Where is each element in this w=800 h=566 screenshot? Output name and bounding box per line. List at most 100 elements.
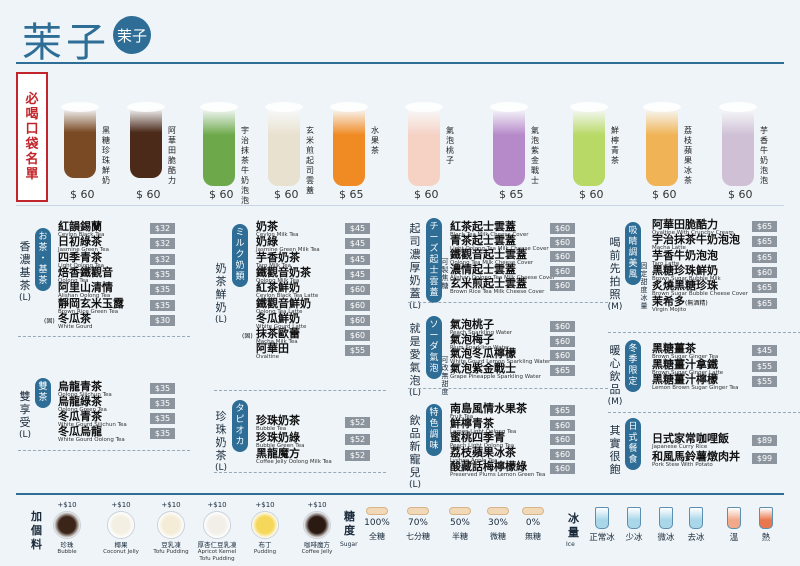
- menu-item-en: Alishan Oolong Tea: [58, 293, 111, 300]
- drink-lid: [570, 102, 608, 112]
- cup-icon: [627, 507, 641, 529]
- menu-item: 宇治抹茶牛奶泡泡 Macha Latte $65: [652, 233, 782, 255]
- topping-price: +$10: [207, 501, 227, 509]
- menu-item-en: Brown Sugar Ginger Latte: [652, 369, 724, 376]
- sugar-percent: 100%: [364, 518, 390, 528]
- section-title-char: 雙: [19, 390, 31, 403]
- menu-item-price: $32: [150, 223, 175, 234]
- menu-item-price: $60: [345, 284, 370, 296]
- menu-item-en: Peach Light Oolong Tea: [450, 443, 515, 449]
- section-pill-char: カ: [235, 437, 245, 447]
- add-topping-char: 料: [31, 538, 42, 551]
- spoon-icon: [366, 507, 388, 515]
- section-title: 雙享受: [18, 390, 32, 429]
- menu-item-price: $35: [150, 299, 175, 311]
- menu-item-name: 黑龍魔方: [256, 447, 300, 460]
- section-size: (L): [214, 315, 228, 325]
- section-pill-char: 色: [429, 419, 439, 429]
- ice-name: 溫: [729, 533, 739, 543]
- menu-item-en: Light Oolong Tea: [58, 262, 104, 269]
- menu-item-en: Brown Rice Tea Milk Cheese Cover: [450, 288, 545, 295]
- topping-image: [157, 511, 185, 539]
- menu-item-name: 芋香奶茶: [256, 250, 300, 264]
- menu-item-name: 氣泡冬瓜檸檬: [450, 347, 516, 360]
- drink-lid: [265, 102, 303, 112]
- section-title-char: 奶: [409, 274, 421, 287]
- menu-item-en: Ovaltine: [256, 354, 280, 361]
- drink-price: $ 65: [339, 188, 364, 201]
- menu-item-en: Peach Sparkling Water: [450, 330, 512, 336]
- menu-item: 鮮檸青茶 Lemon Light Oolong Tea $60: [450, 417, 580, 439]
- menu-item-name: 日初綠茶: [58, 235, 102, 249]
- section-pill-char: 限: [628, 366, 638, 376]
- section-pill-char: 風: [628, 270, 638, 280]
- drink-lid: [61, 102, 99, 112]
- topping-name: 厚杏仁豆乳凍: [197, 541, 237, 549]
- section-pill-char: 茶: [38, 243, 48, 253]
- ice-name: 正常冰: [589, 533, 615, 543]
- section-pill-char: 類: [235, 272, 245, 282]
- must-try-char: 單: [25, 167, 39, 182]
- ice-label-char: 量: [568, 526, 579, 539]
- section-title-char: 珍: [215, 410, 227, 423]
- section-title-char: 喝: [609, 236, 621, 249]
- menu-item-price: $65: [550, 364, 575, 376]
- ice-name: 去冰: [687, 533, 705, 543]
- section-title-char: 新: [409, 440, 421, 453]
- section-title-char: 品: [409, 427, 421, 440]
- section-pill-char: 基: [38, 265, 48, 275]
- section-side-note: 固定甜度冰量: [639, 262, 649, 310]
- band-divider: [16, 205, 784, 206]
- section-side-note: 可改無甜度: [440, 356, 450, 396]
- drink-name: 黑糖珍珠鮮奶: [102, 126, 110, 185]
- section-pill-char: 奶: [235, 261, 245, 271]
- section-pill: 特色調味: [426, 404, 442, 456]
- section-title-char: 飲: [409, 414, 421, 427]
- menu-item: 黑糖薑茶 Brown Sugar Ginger Tea $45: [652, 342, 782, 364]
- drink-price: $ 60: [209, 188, 234, 201]
- menu-item-price: $45: [345, 253, 370, 265]
- sugar-percent: 0%: [525, 518, 541, 528]
- menu-item: 氣泡紫金戰士 Grape Pineapple Sparkling Water $65: [450, 362, 580, 384]
- menu-item-price: $60: [550, 321, 575, 332]
- section-divider: [608, 332, 800, 333]
- menu-item: 鐵觀音鮮奶 Oolong Tea Latte $60: [256, 297, 375, 319]
- menu-item: 冬瓜烏龍 White Gourd Oolong Tea $35: [58, 425, 180, 447]
- menu-item-name: 黑糖薑汁拿鐵: [652, 357, 718, 371]
- menu-item-name: 黑糖珍珠鮮奶: [652, 263, 718, 277]
- section-title-char: 是: [409, 335, 421, 348]
- ice-name: 熱: [761, 533, 771, 543]
- menu-item-name: 冬瓜鮮奶: [256, 311, 300, 325]
- spoon-icon: [449, 507, 471, 515]
- section-title: 香濃基茶: [18, 240, 32, 292]
- menu-item-en: Bubble Tea: [256, 426, 287, 432]
- drink-lid: [490, 102, 528, 112]
- menu-item: 茉希多(無酒精) Virgin Mojito $65: [652, 295, 782, 317]
- menu-item-en: Grape Pineapple Sparkling Water: [450, 373, 541, 380]
- topping-price: +$10: [307, 501, 327, 509]
- drink-lid: [643, 102, 681, 112]
- topping-image: [203, 511, 231, 539]
- menu-item: 奶茶 Ceylon Milk Tea $45: [256, 220, 375, 242]
- section-pill-char: ピ: [235, 415, 245, 425]
- menu-item-price: $60: [550, 350, 575, 361]
- menu-item-price: $52: [345, 450, 370, 461]
- section-side-note-char: 固: [640, 262, 648, 270]
- sugar-percent: 50%: [449, 518, 470, 528]
- menu-item: 四季青茶 Light Oolong Tea $32: [58, 251, 180, 273]
- topping-image: [251, 511, 279, 539]
- menu-item-name: 蜜桃四季青: [450, 431, 505, 444]
- menu-item-name: 氣泡紫金戰士: [450, 361, 516, 375]
- section-title-char: 珠: [215, 423, 227, 436]
- section-pill-char: ズ: [429, 244, 439, 254]
- menu-item-price: $60: [550, 279, 575, 291]
- drink-price: $ 60: [414, 188, 439, 201]
- topping-name: 豆乳凍: [161, 541, 181, 549]
- section-size: (L): [18, 293, 32, 303]
- menu-item-price: $52: [345, 433, 370, 445]
- section-title: 飲品新寵兒: [408, 414, 422, 479]
- ice-option: 熱: [750, 507, 782, 544]
- sugar-option: 100% 全糖: [360, 507, 394, 542]
- menu-item-price: $65: [550, 405, 575, 416]
- section-pill: ソーダ氣泡: [426, 316, 442, 379]
